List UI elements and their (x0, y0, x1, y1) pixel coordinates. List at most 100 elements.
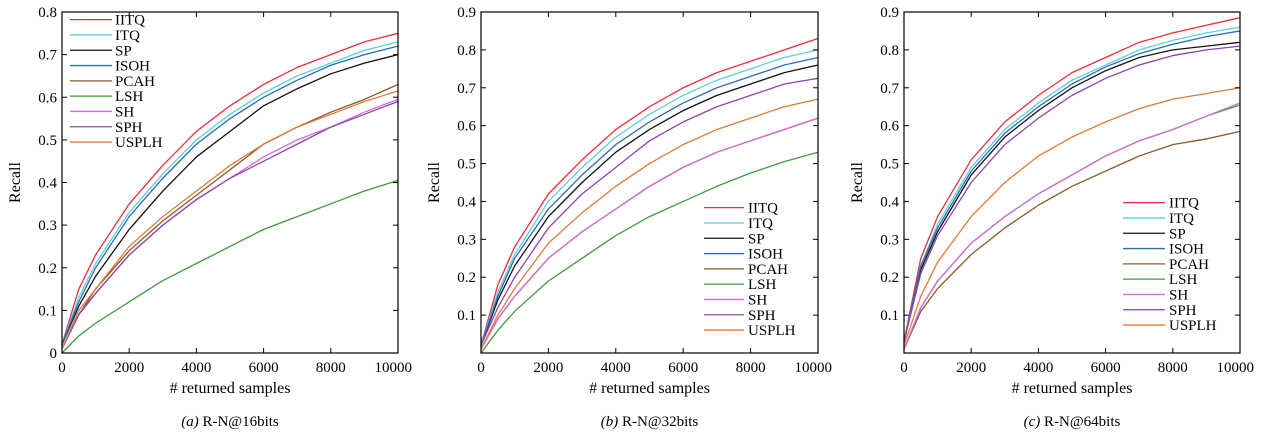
x-tick-label: 6000 (1091, 360, 1121, 376)
plot-frame (480, 11, 819, 354)
x-axis-label: # returned samples (170, 380, 291, 397)
chart-panel-2: 0 2000 4000 6000 8000 10000 0.1 0.2 0.3 0.4 0.5 0.6… (426, 5, 832, 430)
y-axis-label: Recall (849, 162, 866, 203)
legend-label-sh: SH (748, 292, 767, 308)
series-line-sph (61, 100, 399, 350)
series-line-pcah (61, 83, 399, 350)
legend-label-isoh: ISOH (748, 247, 783, 263)
legend-label-pcah: PCAH (1169, 257, 1209, 273)
y-tick-label: 0.8 (457, 43, 476, 59)
x-tick-label: 4000 (1023, 360, 1053, 376)
caption-title: R-N@64bits (1040, 414, 1120, 430)
series-line-usplh (480, 98, 819, 350)
y-tick-label: 0.3 (38, 218, 57, 234)
x-tick-label: 0 (58, 360, 66, 376)
y-tick-label: 0.5 (880, 157, 899, 173)
y-tick-label: 0.2 (457, 270, 476, 286)
series-line-isoh (903, 30, 1241, 343)
legend-label-itq: ITQ (748, 216, 773, 232)
subfigure-caption: (b) R-N@32bits (601, 414, 699, 430)
series-line-iitq (61, 32, 399, 346)
x-tick-label: 2000 (114, 360, 144, 376)
legend-label-lsh: LSH (115, 89, 144, 105)
y-axis-label: Recall (426, 162, 443, 203)
legend-label-sph: SPH (115, 120, 143, 136)
y-tick-label: 0.8 (38, 5, 57, 21)
plot-frame (61, 11, 399, 354)
y-tick-label: 0.8 (880, 43, 899, 59)
x-axis-label: # returned samples (1012, 380, 1133, 397)
y-tick-label: 0.2 (880, 270, 899, 286)
legend-label-isoh: ISOH (1169, 242, 1204, 258)
y-tick-label: 0.5 (38, 133, 57, 149)
legend-label-lsh: LSH (748, 277, 777, 293)
y-tick-label: 0.2 (38, 261, 57, 277)
legend-label-iitq: IITQ (748, 201, 778, 217)
caption-prefix: (a) (181, 414, 199, 430)
series-line-sh (903, 102, 1241, 350)
legend-label-sp: SP (1169, 226, 1186, 242)
y-tick-label: 0.3 (880, 232, 899, 248)
plot-frame (903, 11, 1241, 354)
legend-label-sh: SH (1169, 287, 1188, 303)
y-tick-label: 0.5 (457, 157, 476, 173)
y-tick-label: 0.7 (457, 81, 476, 97)
series-line-iitq (903, 17, 1241, 343)
series-line-sph (903, 45, 1241, 343)
series-line-isoh (61, 45, 399, 346)
y-tick-label: 0.3 (457, 232, 476, 248)
legend-label-iitq: IITQ (115, 13, 145, 29)
series-line-itq (903, 26, 1241, 343)
legend-label-iitq: IITQ (1169, 196, 1199, 212)
x-tick-label: 2000 (956, 360, 986, 376)
series-line-itq (480, 49, 819, 347)
legend-label-usplh: USPLH (1169, 318, 1217, 334)
series-line-sph (480, 77, 819, 347)
y-tick-label: 0.4 (38, 176, 57, 192)
series-lines (61, 32, 399, 354)
y-tick-label: 0.7 (38, 48, 57, 64)
y-tick-label: 0.9 (457, 5, 476, 21)
y-tick-label: 0.4 (457, 194, 476, 210)
series-line-pcah (903, 130, 1241, 350)
legend-label-sp: SP (748, 231, 765, 247)
caption-title: R-N@16bits (199, 414, 279, 430)
legend-label-sp: SP (115, 43, 132, 59)
y-tick-label: 0.1 (38, 303, 57, 319)
series-line-itq (61, 41, 399, 346)
x-tick-label: 10000 (1217, 360, 1255, 376)
y-tick-label: 0.9 (880, 5, 899, 21)
x-tick-label: 2000 (533, 360, 563, 376)
legend-label-pcah: PCAH (115, 74, 155, 90)
series-line-lsh (480, 151, 819, 354)
series-line-sp (61, 53, 399, 346)
x-tick-label: 6000 (249, 360, 279, 376)
x-tick-label: 10000 (375, 360, 413, 376)
y-axis-label: Recall (7, 162, 24, 203)
legend-label-sph: SPH (1169, 303, 1197, 319)
legend-label-itq: ITQ (1169, 211, 1194, 227)
legend-label-sph: SPH (748, 308, 776, 324)
caption-title: R-N@32bits (618, 414, 698, 430)
legend-label-isoh: ISOH (115, 59, 150, 75)
x-tick-label: 8000 (1158, 360, 1188, 376)
x-tick-label: 0 (477, 360, 485, 376)
series-line-sh (61, 98, 399, 350)
subfigure-caption: (a) R-N@16bits (181, 414, 279, 430)
series-line-iitq (480, 37, 819, 347)
series-line-isoh (480, 56, 819, 347)
legend-label-itq: ITQ (115, 28, 140, 44)
x-tick-label: 8000 (736, 360, 766, 376)
legend-label-lsh: LSH (1169, 272, 1198, 288)
x-axis-label: # returned samples (589, 380, 710, 397)
y-tick-label: 0.6 (457, 119, 476, 135)
y-tick-label: 0.1 (880, 308, 899, 324)
y-tick-label: 0.6 (880, 119, 899, 135)
y-tick-label: 0.6 (38, 90, 57, 106)
chart-panel-3: 0 2000 4000 6000 8000 10000 0.1 0.2 0.3 0.4 0.5 0.6… (849, 5, 1254, 430)
series-line-usplh (61, 90, 399, 350)
series-line-sh (480, 117, 819, 350)
